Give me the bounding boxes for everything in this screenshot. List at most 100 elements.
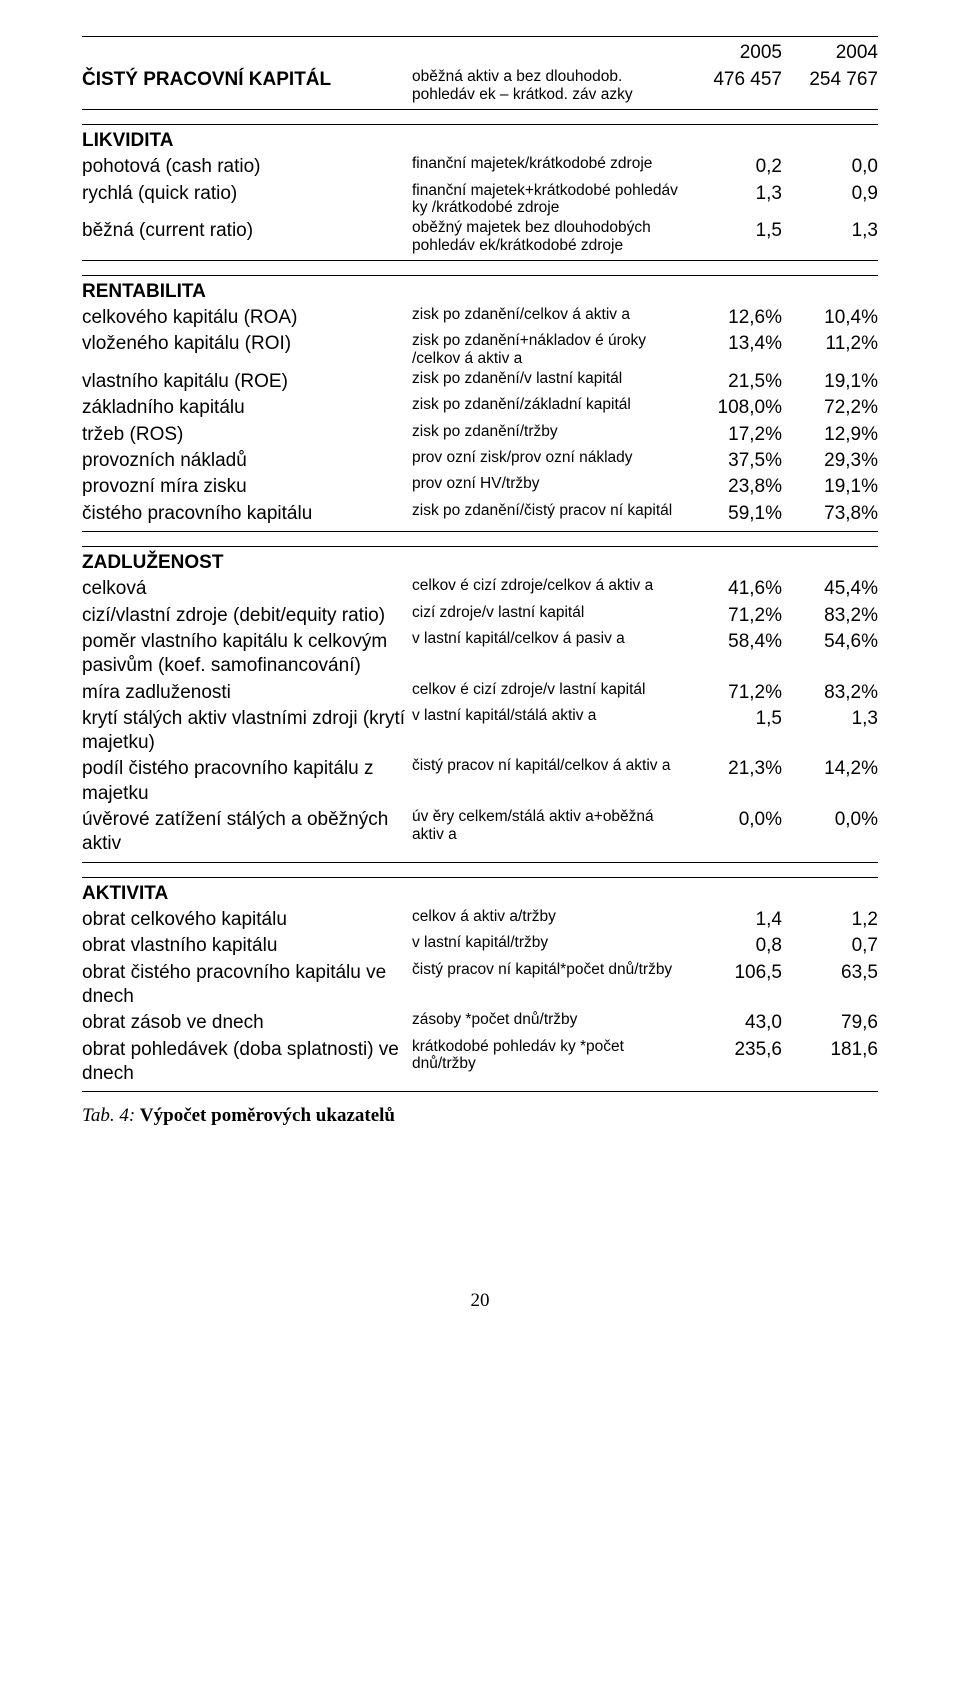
table-row: obrat zásob ve dnechzásoby *počet dnů/tr… [82,1010,878,1036]
row-formula: cizí zdroje/v lastní kapitál [412,603,686,629]
cell-empty [686,881,782,907]
table-rule [82,275,878,276]
table-row: čistého pracovního kapitáluzisk po zdaně… [82,501,878,527]
row-value: 1,3 [686,181,782,219]
row-formula: zisk po zdanění/celkov á aktiv a [412,305,686,331]
row-label: míra zadluženosti [82,680,412,706]
row-label: provozních nákladů [82,448,412,474]
row-value: 17,2% [686,422,782,448]
section-header: RENTABILITA [82,279,878,305]
row-label: vloženého kapitálu (ROI) [82,331,412,369]
row-formula: zisk po zdanění+nákladov é úroky /celkov… [412,331,686,369]
row-value: 21,5% [686,369,782,395]
row-label: celková [82,576,412,602]
table-row: rychlá (quick ratio) finanční majetek+kr… [82,181,878,219]
cell-empty [82,40,412,67]
spacer [82,110,878,124]
aktivita-table: AKTIVITA obrat celkového kapitálucelkov … [82,881,878,1088]
row-value: 108,0% [686,395,782,421]
row-formula: zásoby *počet dnů/tržby [412,1010,686,1036]
row-label: podíl čistého pracovního kapitálu z maje… [82,756,412,807]
row-value: 0,7 [782,933,878,959]
row-value: 106,5 [686,960,782,1011]
cell-empty [782,128,878,154]
row-value: 21,3% [686,756,782,807]
row-value: 181,6 [782,1037,878,1088]
row-value: 43,0 [686,1010,782,1036]
row-value: 1,5 [686,218,782,256]
table-row: podíl čistého pracovního kapitálu z maje… [82,756,878,807]
row-value: 73,8% [782,501,878,527]
table-row: obrat čistého pracovního kapitálu ve dne… [82,960,878,1011]
row-value: 235,6 [686,1037,782,1088]
row-value: 0,8 [686,933,782,959]
table-row: poměr vlastního kapitálu k celkovým pasi… [82,629,878,680]
row-label: obrat zásob ve dnech [82,1010,412,1036]
table-row: běžná (current ratio) oběžný majetek bez… [82,218,878,256]
table-row: cizí/vlastní zdroje (debit/equity ratio)… [82,603,878,629]
row-formula: zisk po zdanění/čistý pracov ní kapitál [412,501,686,527]
table-row: pohotová (cash ratio) finanční majetek/k… [82,154,878,180]
row-formula: čistý pracov ní kapitál/celkov á aktiv a [412,756,686,807]
table-caption: Tab. 4: Výpočet poměrových ukazatelů [82,1104,878,1128]
table-row: krytí stálých aktiv vlastními zdroji (kr… [82,706,878,757]
row-label: ČISTÝ PRACOVNÍ KAPITÁL [82,67,412,105]
row-value: 79,6 [782,1010,878,1036]
row-label: krytí stálých aktiv vlastními zdroji (kr… [82,706,412,757]
row-value: 11,2% [782,331,878,369]
likvidita-table: LIKVIDITA pohotová (cash ratio) finanční… [82,128,878,256]
row-formula: úv ěry celkem/stálá aktiv a+oběžná aktiv… [412,807,686,858]
table-row: obrat vlastního kapitáluv lastní kapitál… [82,933,878,959]
page-number: 20 [82,1289,878,1313]
cell-empty [412,881,686,907]
cell-empty [412,279,686,305]
row-value: 29,3% [782,448,878,474]
table-rule [82,877,878,878]
table-row: základního kapitáluzisk po zdanění/zákla… [82,395,878,421]
row-value: 10,4% [782,305,878,331]
row-value: 83,2% [782,603,878,629]
table-row: obrat celkového kapitálucelkov á aktiv a… [82,907,878,933]
financial-table: 2005 2004 ČISTÝ PRACOVNÍ KAPITÁL oběžná … [82,40,878,105]
row-label: vlastního kapitálu (ROE) [82,369,412,395]
row-formula: oběžný majetek bez dlouhodobých pohledáv… [412,218,686,256]
section-title: RENTABILITA [82,279,412,305]
table-row: celkovácelkov é cizí zdroje/celkov á akt… [82,576,878,602]
section-header: ZADLUŽENOST [82,550,878,576]
zadluzenost-table: ZADLUŽENOST celkovácelkov é cizí zdroje/… [82,550,878,858]
cell-empty [412,550,686,576]
table-row: vloženého kapitálu (ROI)zisk po zdanění+… [82,331,878,369]
row-value: 254 767 [782,67,878,105]
table-row: vlastního kapitálu (ROE)zisk po zdanění/… [82,369,878,395]
row-value: 19,1% [782,474,878,500]
cell-empty [782,550,878,576]
table-row: provozní míra ziskuprov ozní HV/tržby23,… [82,474,878,500]
row-value: 54,6% [782,629,878,680]
row-label: poměr vlastního kapitálu k celkovým pasi… [82,629,412,680]
cell-empty [686,550,782,576]
rentabilita-table: RENTABILITA celkového kapitálu (ROA)zisk… [82,279,878,527]
row-label: základního kapitálu [82,395,412,421]
row-value: 1,4 [686,907,782,933]
row-value: 1,3 [782,706,878,757]
row-label: cizí/vlastní zdroje (debit/equity ratio) [82,603,412,629]
row-value: 476 457 [686,67,782,105]
cell-empty [782,881,878,907]
section-header: AKTIVITA [82,881,878,907]
table-row: ČISTÝ PRACOVNÍ KAPITÁL oběžná aktiv a be… [82,67,878,105]
row-value: 19,1% [782,369,878,395]
row-label: běžná (current ratio) [82,218,412,256]
table-row: úvěrové zatížení stálých a oběžných akti… [82,807,878,858]
row-formula: v lastní kapitál/celkov á pasiv a [412,629,686,680]
row-value: 0,9 [782,181,878,219]
row-formula: prov ozní HV/tržby [412,474,686,500]
row-formula: krátkodobé pohledáv ky *počet dnů/tržby [412,1037,686,1088]
table-row: obrat pohledávek (doba splatnosti) ve dn… [82,1037,878,1088]
year-2004: 2004 [782,40,878,67]
row-formula: finanční majetek/krátkodobé zdroje [412,154,686,180]
row-label: obrat čistého pracovního kapitálu ve dne… [82,960,412,1011]
cell-empty [412,128,686,154]
table-rule [82,124,878,125]
row-label: tržeb (ROS) [82,422,412,448]
table-row: provozních nákladůprov ozní zisk/prov oz… [82,448,878,474]
